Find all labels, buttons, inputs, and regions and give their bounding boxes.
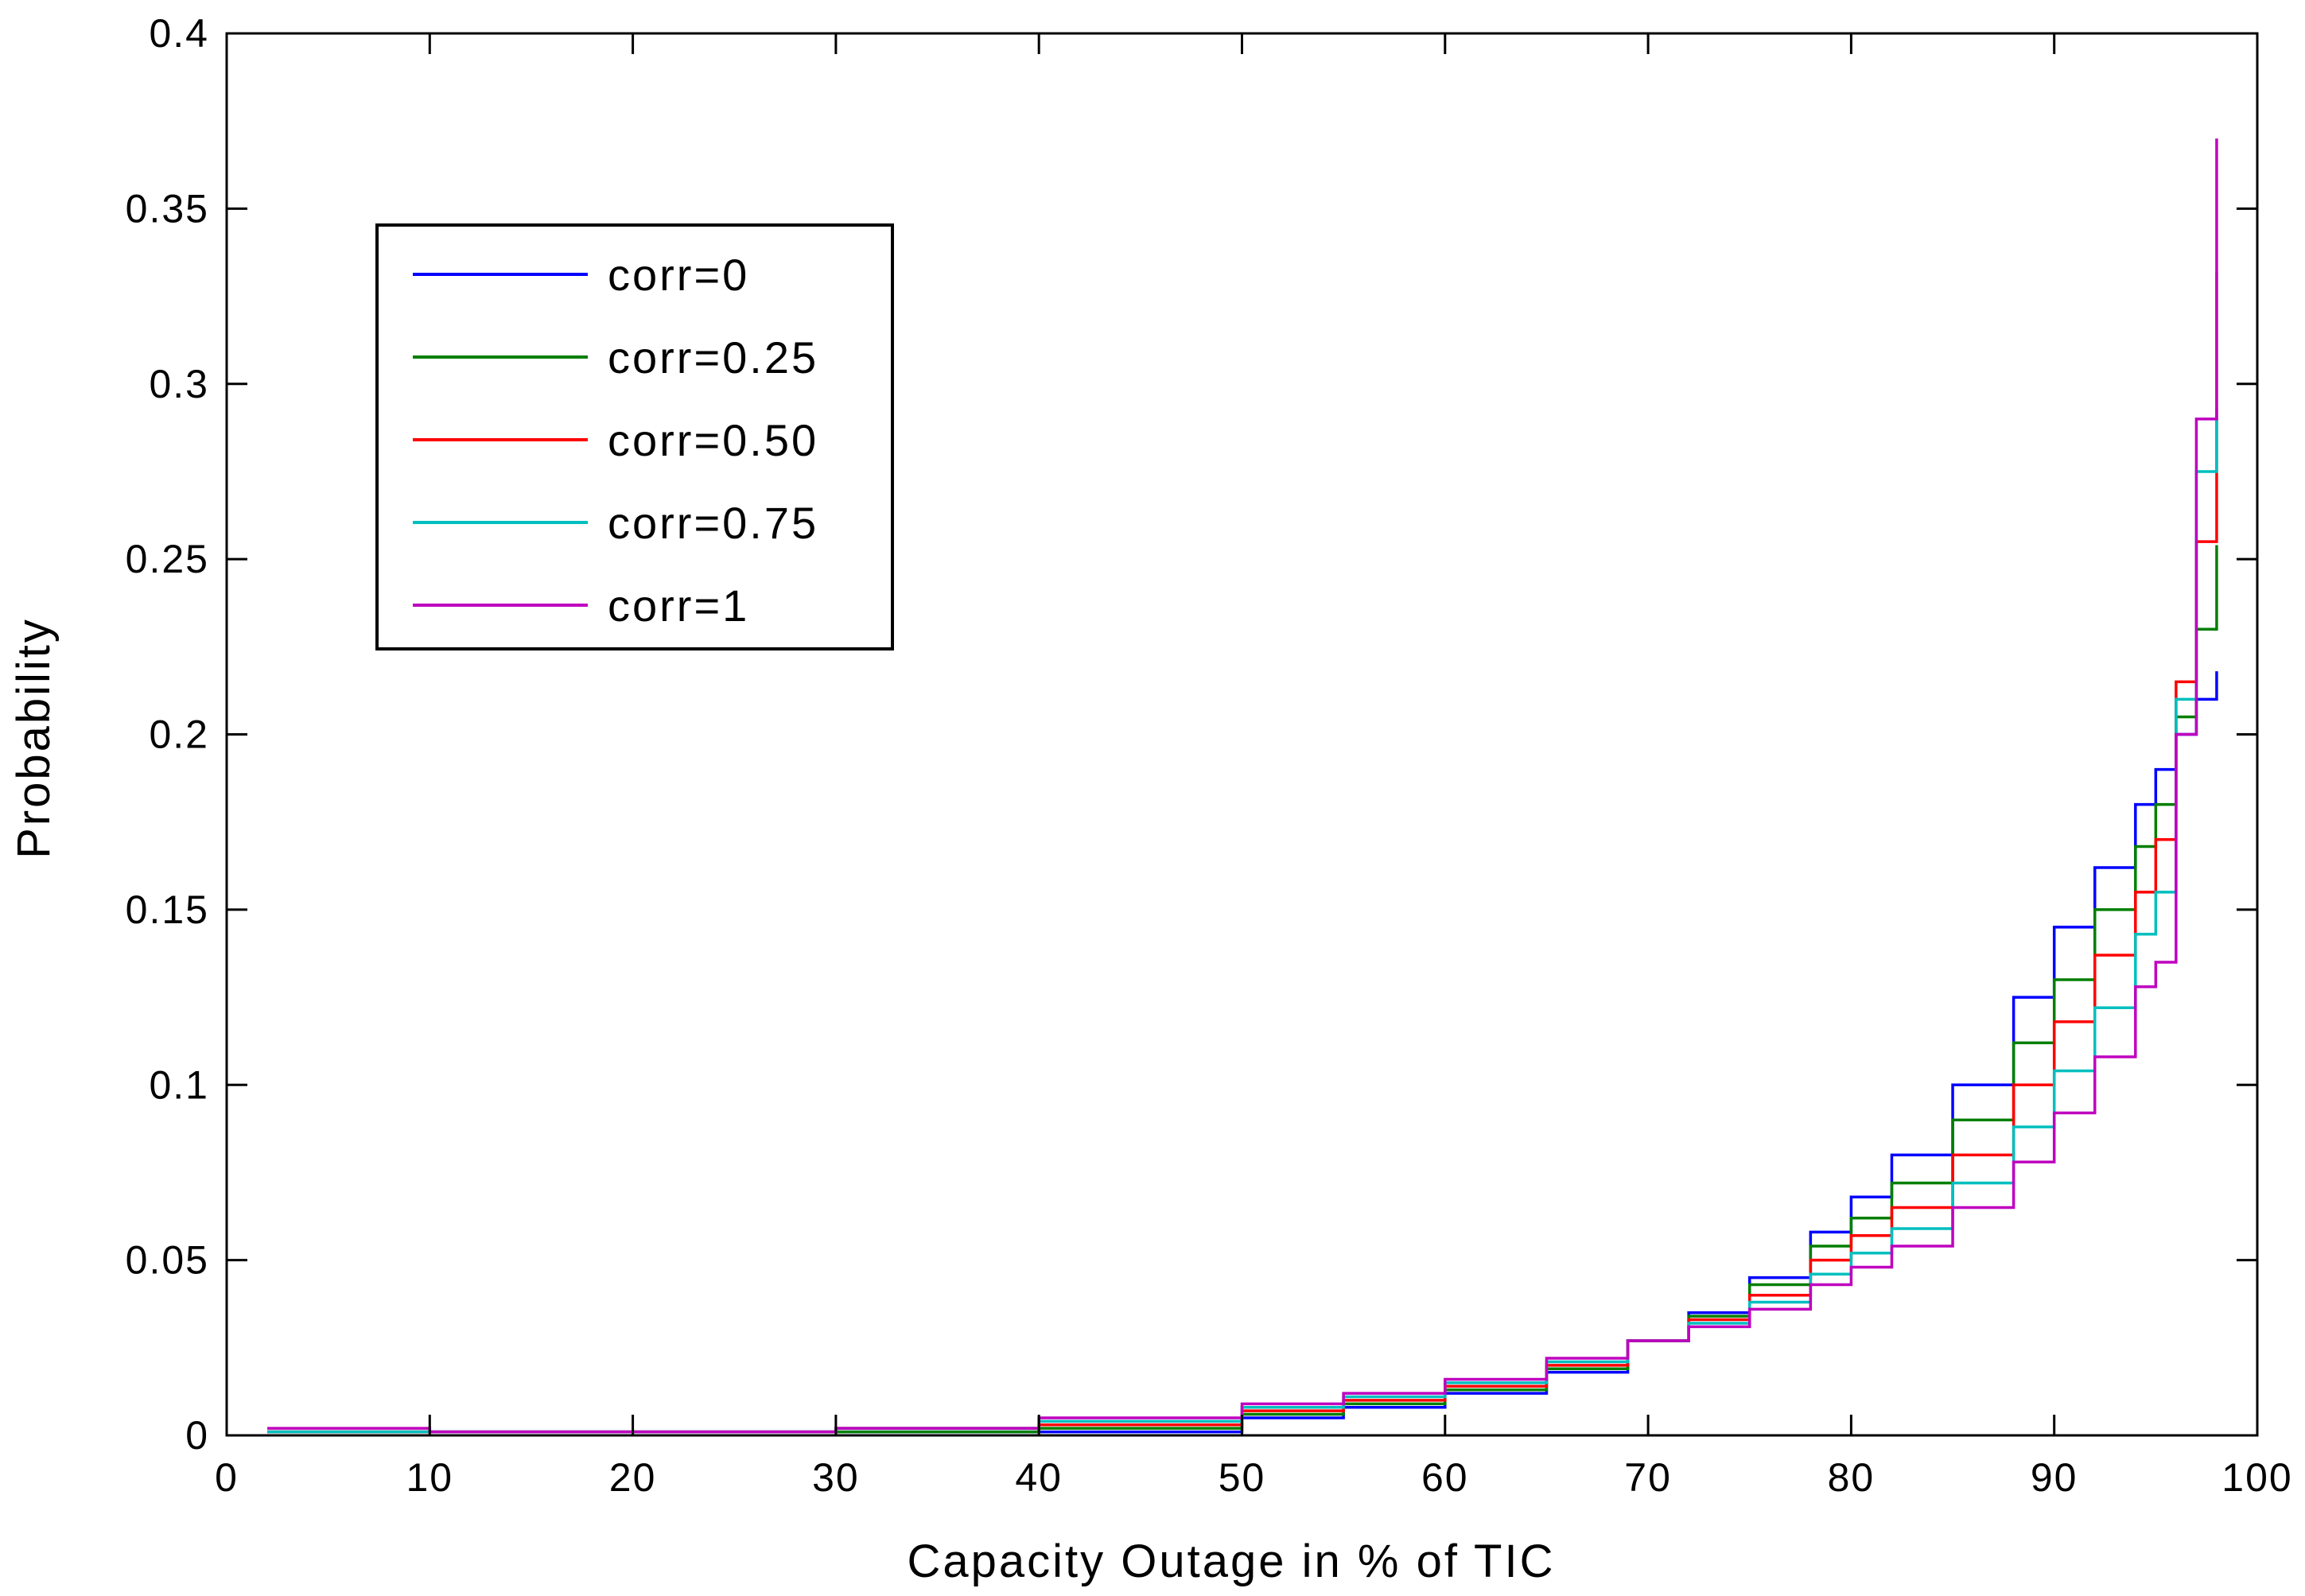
y-axis: 0 0.05 0.1 0.15 0.2 0.25 0.3 0.35 0.4 (126, 11, 2257, 1458)
x-axis-title: Capacity Outage in % of TIC (908, 1536, 1556, 1587)
legend: corr=0 corr=0.25 corr=0.50 corr=0.75 corr=1 (375, 223, 894, 650)
y-axis-title: Probability (8, 617, 60, 859)
x-tick-label: 80 (1828, 1455, 1875, 1500)
series-line-4 (267, 138, 2218, 1434)
x-tick-label: 40 (1015, 1455, 1063, 1500)
y-tick-label: 0.35 (126, 186, 209, 231)
series-line-1 (267, 545, 2218, 1434)
legend-label: corr=0.50 (608, 415, 818, 465)
legend-label: corr=0.75 (608, 498, 818, 548)
x-tick-label: 20 (609, 1455, 657, 1500)
x-tick-label: 0 (215, 1455, 239, 1500)
legend-label: corr=1 (608, 581, 749, 631)
x-tick-label: 10 (406, 1455, 453, 1500)
legend-box (375, 223, 894, 650)
y-tick-label: 0.4 (149, 11, 209, 56)
x-axis: 0 10 20 30 40 50 60 70 80 90 100 (215, 33, 2292, 1500)
y-tick-label: 0.25 (126, 537, 209, 581)
x-tick-label: 90 (2031, 1455, 2078, 1500)
x-tick-label: 50 (1219, 1455, 1266, 1500)
x-tick-label: 100 (2221, 1455, 2292, 1500)
y-tick-label: 0.1 (149, 1062, 209, 1107)
x-tick-label: 70 (1624, 1455, 1672, 1500)
legend-label: corr=0 (608, 250, 749, 300)
x-tick-label: 60 (1421, 1455, 1469, 1500)
y-tick-label: 0 (185, 1413, 209, 1458)
y-tick-label: 0.2 (149, 713, 209, 757)
y-tick-label: 0.3 (149, 362, 209, 406)
y-tick-label: 0.05 (126, 1238, 209, 1283)
y-tick-label: 0.15 (126, 887, 209, 932)
x-tick-label: 30 (812, 1455, 860, 1500)
legend-label: corr=0.25 (608, 332, 818, 382)
